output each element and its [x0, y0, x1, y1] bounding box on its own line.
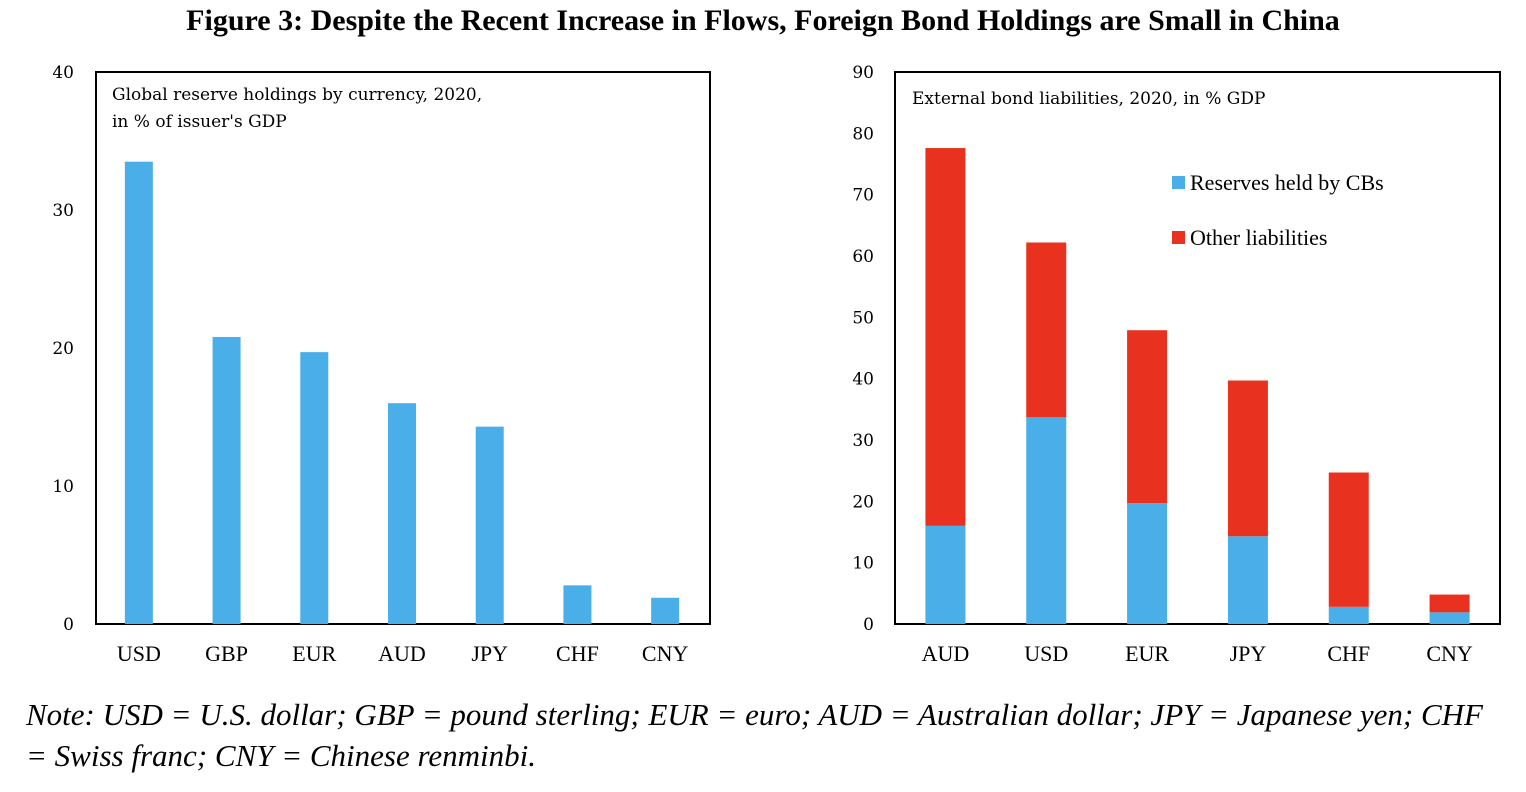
- left-category-label: AUD: [378, 641, 426, 666]
- right-y-tick-label: 30: [852, 431, 874, 451]
- right-chart-title: External bond liabilities, 2020, in % GD…: [912, 89, 1265, 109]
- figure-note: Note: USD = U.S. dollar; GBP = pound ste…: [26, 697, 1483, 773]
- right-y-tick-label: 70: [852, 186, 874, 206]
- left-bar-cny: [651, 597, 680, 624]
- right-category-label: CNY: [1426, 641, 1473, 666]
- right-y-tick-label: 50: [852, 308, 874, 328]
- left-category-label: EUR: [292, 641, 336, 666]
- left-category-label: GBP: [205, 641, 248, 666]
- right-category-label: CHF: [1327, 641, 1370, 666]
- right-bar-eur-other: [1127, 330, 1168, 504]
- left-category-label: CNY: [642, 641, 689, 666]
- left-chart-subtitle: in % of issuer's GDP: [112, 112, 287, 132]
- right-y-tick-label: 90: [852, 63, 874, 83]
- right-bar-chf-reserves: [1328, 606, 1369, 624]
- left-category-label: CHF: [556, 641, 599, 666]
- right-bar-chf-other: [1328, 472, 1369, 607]
- figure-title: Figure 3: Despite the Recent Increase in…: [186, 4, 1340, 37]
- right-chart-external-bond-liabilities: 0 10 20 30 40 50 60 70 80 90 AUD USD EUR JPY CHF CNY Ext…: [852, 63, 1501, 666]
- right-y-tick-label: 40: [852, 370, 874, 390]
- right-category-label: USD: [1024, 641, 1068, 666]
- right-bar-cny-reserves: [1429, 612, 1470, 624]
- legend-swatch-reserves: [1172, 176, 1185, 189]
- right-y-tick-label: 10: [852, 554, 874, 574]
- left-y-tick-label: 10: [52, 477, 74, 497]
- right-plot-frame: [894, 71, 1501, 625]
- right-category-label: JPY: [1230, 641, 1267, 666]
- right-bar-usd-reserves: [1026, 417, 1067, 624]
- left-bar-usd: [124, 161, 153, 624]
- legend-swatch-other: [1172, 231, 1185, 244]
- left-y-tick-label: 0: [63, 615, 74, 635]
- right-category-label: AUD: [922, 641, 970, 666]
- left-chart-title: Global reserve holdings by currency, 202…: [112, 85, 482, 105]
- right-bar-jpy-reserves: [1227, 536, 1268, 624]
- left-category-label: JPY: [471, 641, 508, 666]
- right-y-tick-label: 60: [852, 247, 874, 267]
- left-bar-chf: [563, 585, 592, 624]
- right-y-tick-label: 0: [863, 615, 874, 635]
- right-category-label: EUR: [1125, 641, 1169, 666]
- left-y-tick-label: 40: [52, 63, 74, 83]
- left-bar-aud: [388, 403, 416, 624]
- left-bar-jpy: [475, 426, 504, 624]
- left-bar-gbp: [212, 336, 241, 624]
- right-bar-aud-other: [925, 148, 966, 526]
- legend-label: Reserves held by CBs: [1190, 170, 1384, 195]
- legend-label: Other liabilities: [1190, 225, 1327, 250]
- right-bar-usd-other: [1026, 242, 1067, 418]
- left-y-tick-label: 30: [52, 201, 74, 221]
- left-chart-reserve-holdings: 0 10 20 30 40 USD GBP EUR AUD JPY CHF CNY Global res…: [52, 63, 711, 666]
- right-y-tick-label: 20: [852, 492, 874, 512]
- left-bar-eur: [300, 352, 329, 624]
- right-bar-jpy-other: [1227, 380, 1268, 537]
- left-y-tick-label: 20: [52, 339, 74, 359]
- right-bar-eur-reserves: [1127, 503, 1168, 624]
- right-y-tick-label: 80: [852, 124, 874, 144]
- right-bar-cny-other: [1429, 594, 1470, 613]
- left-category-label: USD: [117, 641, 161, 666]
- right-bar-aud-reserves: [925, 525, 966, 624]
